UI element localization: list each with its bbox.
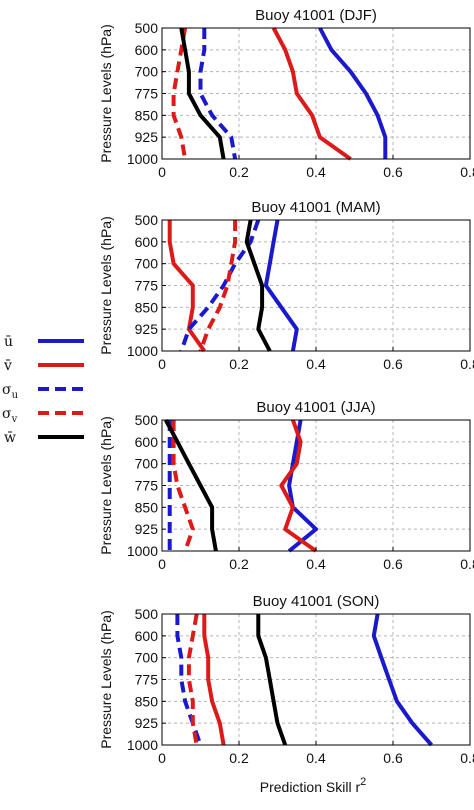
x-tick-label: 0.2 [229,164,249,180]
y-tick-label: 700 [135,64,159,80]
series-line-sigma-u [198,28,238,160]
y-tick-label: 850 [135,107,159,123]
y-axis-label: Pressure Levels (hPa) [98,216,114,355]
series-line-u-bar [287,419,318,553]
y-tick-label: 925 [135,521,159,537]
y-tick-label: 925 [135,129,159,145]
x-tick-label: 0.6 [383,556,403,572]
legend-item: ū [4,334,84,350]
series-line-sigma-v [171,420,195,552]
y-tick-label: 600 [135,628,159,644]
y-tick-label: 700 [135,256,159,272]
x-tick-label: 0 [158,556,166,572]
x-tick-label: 0.4 [306,356,326,372]
y-tick-label: 700 [135,456,159,472]
legend-label: v̄ [3,358,12,374]
y-tick-label: 500 [135,20,159,36]
y-tick-label: 775 [135,478,159,494]
x-tick-label: 0.2 [229,556,249,572]
series-line-v-bar [202,614,226,746]
legend-item: σv [2,406,84,425]
y-tick-label: 1000 [127,737,158,753]
legend-item: v̄ [3,358,84,374]
chart-panel-2: 0 0.2 0.4 0.6 0.8 500 600 700 775 850 925 1000 Buoy … [98,199,474,372]
series-line-sigma-v [198,220,238,352]
x-tick-label: 0.8 [460,750,474,766]
chart-title: Buoy 41001 (DJF) [255,7,377,24]
y-tick-label: 775 [135,278,159,294]
x-axis-label-text: Prediction Skill r [260,779,361,795]
x-tick-label: 0.8 [460,556,474,572]
legend-item: w̄ [4,430,84,446]
x-tick-label: 0 [158,356,166,372]
legend-label: ū [4,334,13,350]
x-axis-label-superscript: 2 [360,776,366,788]
x-axis-label: Prediction Skill r2 [260,776,367,795]
legend-item: σu [2,382,84,401]
series-line-u-bar [318,27,388,159]
y-tick-label: 925 [135,715,159,731]
y-tick-label: 500 [135,412,159,428]
chart-title: Buoy 41001 (JJA) [256,399,375,416]
series-line-w-bar [164,419,218,552]
chart-title: Buoy 41001 (MAM) [251,199,380,216]
x-tick-label: 0.8 [460,356,474,372]
chart-panel-3: 0 0.2 0.4 0.6 0.8 500 600 700 775 850 925 1000 Buoy … [98,399,474,572]
x-tick-label: 0.4 [306,556,326,572]
y-tick-label: 600 [135,42,159,58]
y-tick-label: 700 [135,650,159,666]
x-tick-label: 0.2 [229,356,249,372]
series-line-sigma-v [186,613,199,746]
y-tick-label: 500 [135,606,159,622]
y-tick-label: 850 [135,499,159,515]
y-tick-label: 600 [135,434,159,450]
series-line-sigma-v [171,27,188,160]
y-tick-label: 1000 [127,343,158,359]
y-tick-label: 775 [135,672,159,688]
legend-label: σv [2,406,18,425]
series-line-v-bar [167,220,206,353]
y-axis-label: Pressure Levels (hPa) [98,24,114,163]
x-tick-label: 0.6 [383,750,403,766]
series-line-v-bar [271,27,352,161]
series-line-u-bar [263,219,299,352]
x-tick-label: 0.6 [383,356,403,372]
y-tick-label: 925 [135,321,159,337]
chart-panel-1: 0 0.2 0.4 0.6 0.8 500 600 700 775 850 925 1000 Buoy … [98,7,474,180]
series-line-u-bar [371,613,434,747]
x-tick-label: 0 [158,750,166,766]
x-tick-label: 0.4 [306,164,326,180]
series-line-w-bar [179,27,226,160]
y-tick-label: 775 [135,86,159,102]
series-line-sigma-u [179,219,261,352]
x-tick-label: 0.6 [383,164,403,180]
chart-panels: 0 0.2 0.4 0.6 0.8 500 600 700 775 850 925 1000 Buoy … [98,7,474,766]
y-axis-label: Pressure Levels (hPa) [98,416,114,555]
series-line-w-bar [256,614,288,746]
series-line-v-bar [279,419,318,553]
chart-legend: ū v̄ σu σv w̄ [2,334,84,446]
chart-panel-4: 0 0.2 0.4 0.6 0.8 500 600 700 775 850 925 1000 Buoy … [98,593,474,766]
y-tick-label: 850 [135,693,159,709]
legend-label: σu [2,382,19,401]
y-tick-label: 850 [135,299,159,315]
y-tick-label: 1000 [127,543,158,559]
legend-label: w̄ [4,430,16,446]
y-tick-label: 600 [135,234,159,250]
y-tick-label: 500 [135,212,159,228]
x-tick-label: 0.2 [229,750,249,766]
y-tick-label: 1000 [127,151,158,167]
y-axis-label: Pressure Levels (hPa) [98,610,114,749]
x-tick-label: 0.4 [306,750,326,766]
series-line-w-bar [244,219,272,352]
x-tick-label: 0 [158,164,166,180]
chart-title: Buoy 41001 (SON) [253,593,380,610]
x-tick-label: 0.8 [460,164,474,180]
